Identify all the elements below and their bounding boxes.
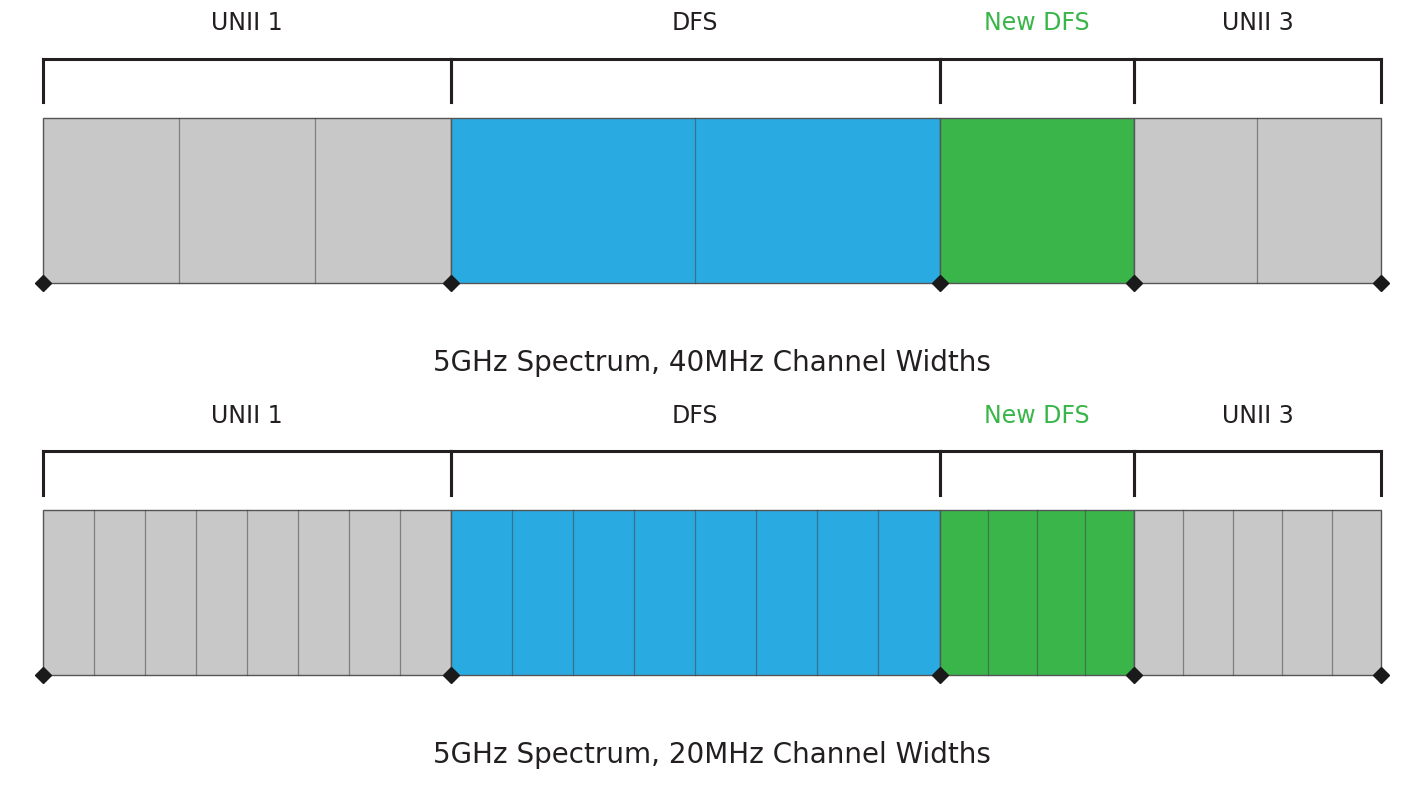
Bar (451, 118, 940, 283)
Bar (1134, 510, 1381, 675)
Text: DFS: DFS (672, 403, 719, 428)
Bar (940, 118, 1134, 283)
Text: New DFS: New DFS (984, 11, 1089, 35)
Text: DFS: DFS (672, 11, 719, 35)
Bar (940, 510, 1134, 675)
Text: UNII 3: UNII 3 (1222, 403, 1293, 428)
Text: 5GHz Spectrum, 20MHz Channel Widths: 5GHz Spectrum, 20MHz Channel Widths (433, 741, 991, 769)
Bar (451, 510, 940, 675)
Text: New DFS: New DFS (984, 403, 1089, 428)
Text: UNII 1: UNII 1 (211, 403, 282, 428)
Text: UNII 1: UNII 1 (211, 11, 282, 35)
Bar (43, 118, 451, 283)
Bar (1134, 118, 1381, 283)
Bar (43, 510, 451, 675)
Text: UNII 3: UNII 3 (1222, 11, 1293, 35)
Text: 5GHz Spectrum, 40MHz Channel Widths: 5GHz Spectrum, 40MHz Channel Widths (433, 349, 991, 377)
